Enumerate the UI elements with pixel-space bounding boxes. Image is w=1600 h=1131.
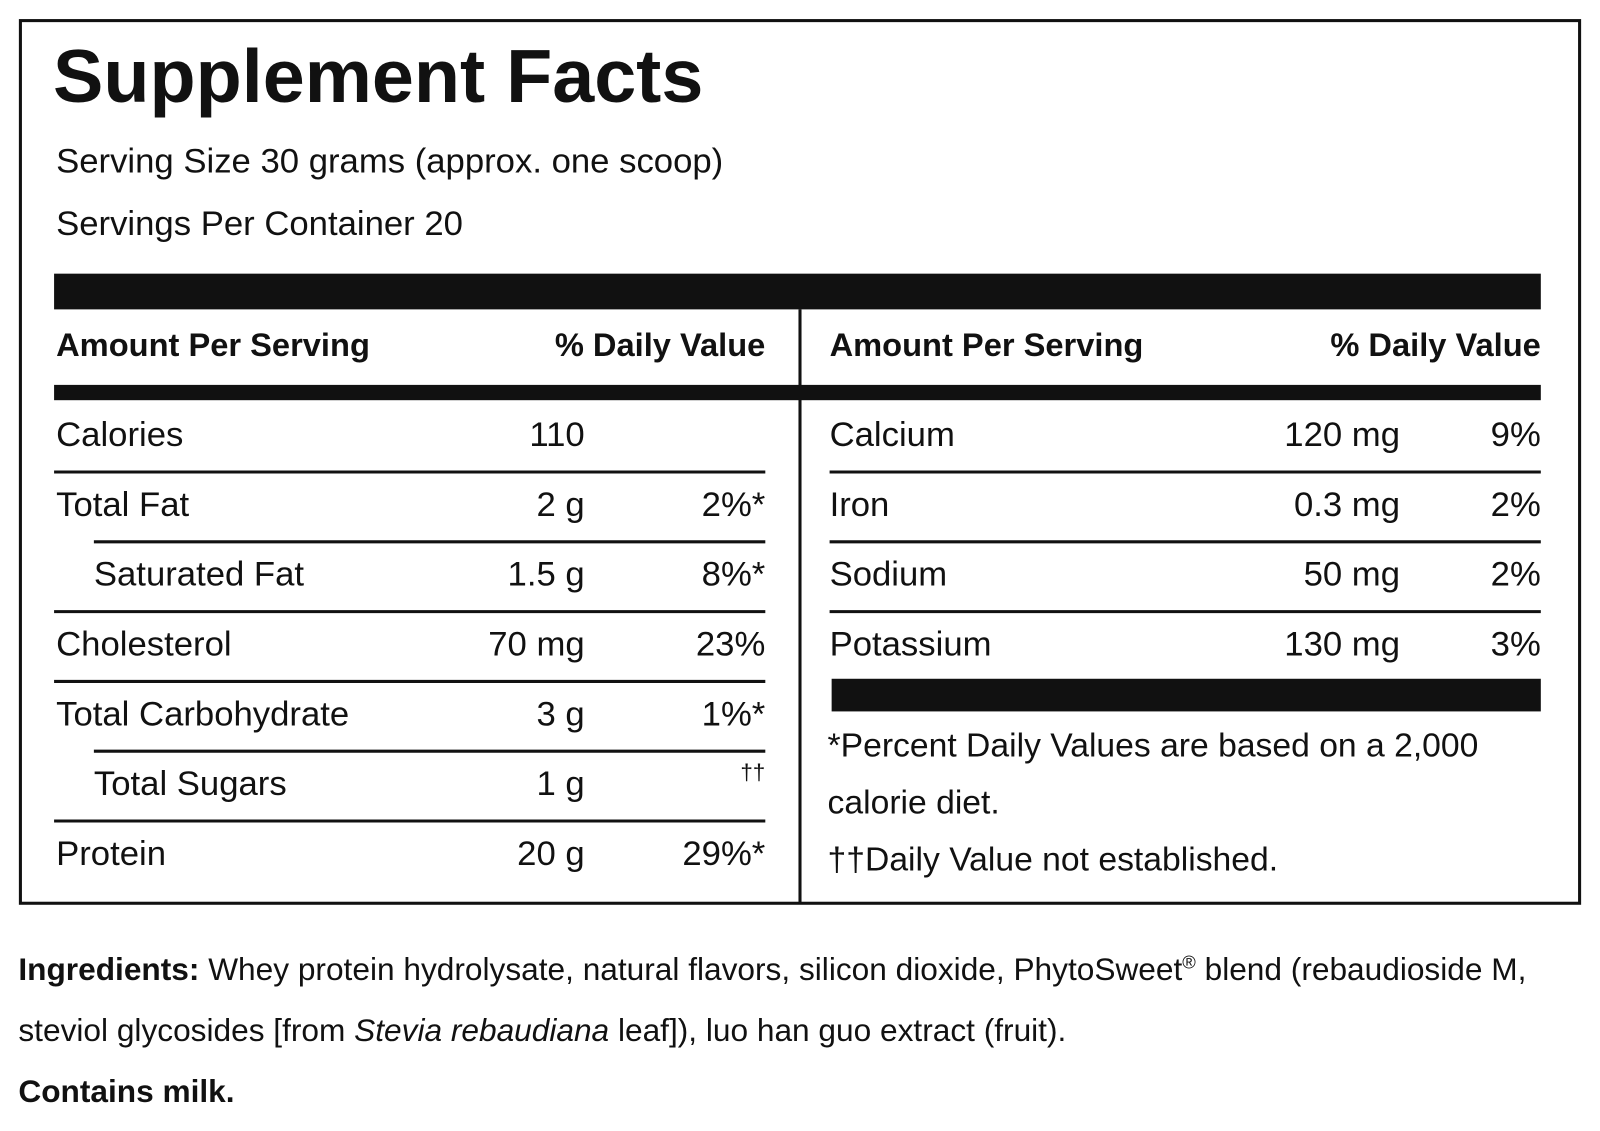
- column-header: % Daily Value: [555, 326, 765, 363]
- footnote: ††Daily Value not established.: [827, 839, 1279, 878]
- nutrient-amount: 0.3 mg: [1294, 486, 1400, 524]
- nutrient-name: Saturated Fat: [94, 556, 305, 594]
- nutrient-name: Total Carbohydrate: [56, 695, 349, 733]
- registered-mark: ®: [1182, 952, 1196, 973]
- title: Supplement Facts: [53, 35, 703, 119]
- header-bar: [54, 384, 1541, 401]
- nutrient-name: Potassium: [830, 625, 992, 663]
- daily-value: 3%: [1491, 625, 1541, 663]
- daily-value: 9%: [1491, 416, 1541, 454]
- thick-bar: [54, 273, 1541, 310]
- column-header: Amount Per Serving: [56, 326, 370, 363]
- column-header: % Daily Value: [1330, 326, 1540, 363]
- daily-value: 23%: [696, 625, 765, 663]
- nutrient-name: Calories: [56, 416, 183, 454]
- daily-value: ††: [740, 760, 765, 785]
- ingredients-label: Ingredients:: [18, 951, 200, 988]
- daily-value: 29%*: [682, 835, 765, 873]
- ingredients-text: blend (rebaudioside M, steviol glycoside…: [18, 951, 1527, 1049]
- daily-value: 2%*: [702, 486, 766, 524]
- nutrient-amount: 1.5 g: [508, 556, 585, 594]
- nutrient-name: Calcium: [830, 416, 955, 454]
- allergen: Contains milk.: [18, 1073, 235, 1110]
- ingredients-italic: Stevia rebaudiana: [354, 1012, 610, 1049]
- footnotes: *Percent Daily Values are based on a 2,0…: [827, 725, 1479, 878]
- nutrient-name: Total Fat: [56, 486, 189, 524]
- nutrient-amount: 50 mg: [1304, 556, 1400, 594]
- nutrient-amount: 120 mg: [1284, 416, 1400, 454]
- daily-value: 2%: [1491, 486, 1541, 524]
- thick-bar: [831, 678, 1541, 712]
- nutrient-name: Cholesterol: [56, 625, 231, 663]
- nutrient-amount: 3 g: [536, 695, 584, 733]
- daily-value: 2%: [1491, 556, 1541, 594]
- column-header: Amount Per Serving: [830, 326, 1144, 363]
- daily-value: 8%*: [702, 556, 766, 594]
- servings-per-container: Servings Per Container 20: [56, 205, 463, 243]
- serving-size: Serving Size 30 grams (approx. one scoop…: [56, 143, 723, 181]
- ingredients-text: leaf]), luo han guo extract (fruit).: [609, 1012, 1067, 1049]
- nutrient-amount: 20 g: [517, 835, 585, 873]
- footnote: *Percent Daily Values are based on a 2,0…: [827, 725, 1479, 821]
- nutrient-amount: 110: [529, 416, 584, 454]
- ingredients: Ingredients: Whey protein hydrolysate, n…: [18, 951, 1527, 1110]
- nutrient-amount: 2 g: [536, 486, 584, 524]
- nutrient-name: Total Sugars: [94, 765, 287, 803]
- nutrient-amount: 1 g: [536, 765, 584, 803]
- nutrient-name: Iron: [830, 486, 890, 524]
- nutrient-amount: 70 mg: [488, 625, 584, 663]
- nutrient-name: Sodium: [830, 556, 948, 594]
- ingredients-text: Whey protein hydrolysate, natural flavor…: [208, 951, 1183, 988]
- nutrient-amount: 130 mg: [1284, 625, 1400, 663]
- nutrient-name: Protein: [56, 835, 166, 873]
- daily-value: 1%*: [702, 695, 766, 733]
